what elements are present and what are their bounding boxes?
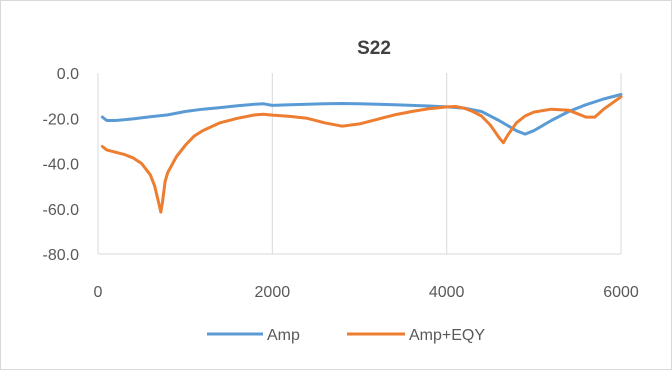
x-tick-label: 2000 [255,284,291,301]
y-axis: 0.0 -20.0 -40.0 -60.0 -80.0 [43,66,99,264]
series-layer [100,93,623,214]
x-tick-label: 4000 [429,284,465,301]
y-tick-label: -60.0 [43,202,80,219]
series-line-amp [100,93,623,136]
y-tick-label: -20.0 [43,111,80,128]
legend-label-amp: Amp [267,327,300,344]
x-tick-label: 6000 [603,284,639,301]
series-line-amp-eqy [100,95,623,214]
y-tick-label: -40.0 [43,157,80,174]
y-tick-label: -80.0 [43,247,80,264]
chart-title: S22 [357,38,391,59]
y-tick-label: 0.0 [57,66,79,83]
grid-lines [271,73,622,254]
x-tick-label: 0 [94,284,103,301]
x-axis: 0 2000 4000 6000 [94,253,639,301]
legend: Amp Amp+EQY [207,327,485,344]
legend-label-amp-eqy: Amp+EQY [409,327,485,344]
